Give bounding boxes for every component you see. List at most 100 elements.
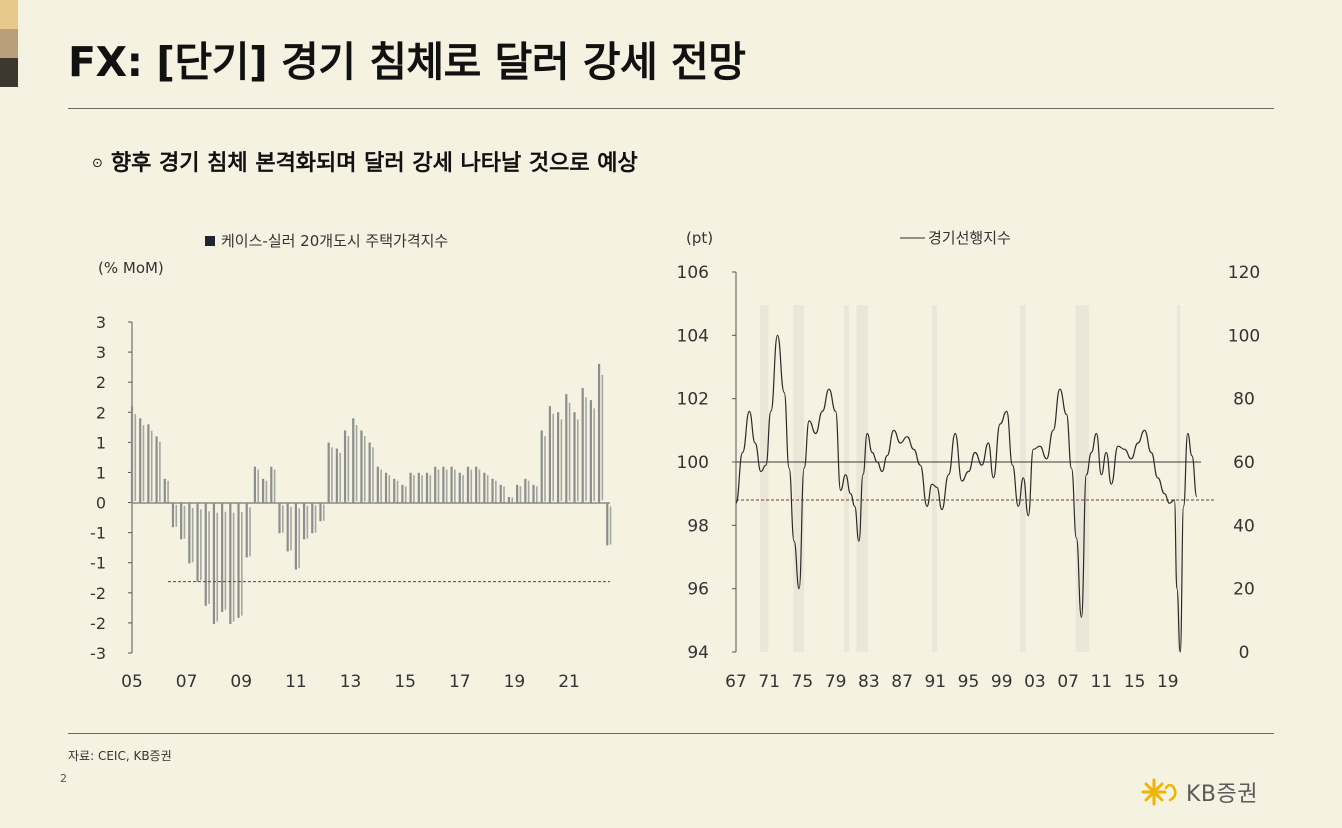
bar [503, 486, 505, 503]
bar [134, 413, 137, 502]
x-tick-label: 21 [558, 672, 580, 692]
x-tick-label: 83 [858, 672, 880, 692]
bar [204, 503, 207, 606]
footer-divider [68, 733, 1274, 734]
bar [421, 475, 423, 503]
bar [253, 466, 257, 503]
bar [180, 503, 183, 540]
bar [130, 406, 134, 503]
bar [495, 480, 497, 503]
bar [229, 503, 232, 624]
bar [352, 418, 355, 503]
bar [147, 424, 150, 503]
bar [491, 478, 494, 503]
recession-band [1176, 305, 1181, 652]
bar [196, 503, 199, 582]
y-tick-label: -2 [90, 584, 106, 603]
bar [139, 418, 142, 503]
bar [486, 475, 489, 503]
recession-band [843, 305, 849, 652]
bar [339, 452, 341, 502]
y-left-tick-label: 100 [677, 453, 709, 473]
y-right-tick-label: 0 [1239, 643, 1250, 663]
bar [347, 436, 350, 502]
bar [589, 400, 592, 503]
bar [155, 436, 158, 503]
bar [396, 480, 399, 503]
y-tick-label: 3 [96, 343, 106, 362]
bar [585, 397, 587, 501]
bar [601, 374, 604, 501]
legend-label: 케이스-실러 20개도시 주택가격지수 [221, 232, 448, 250]
bar [404, 486, 407, 503]
bar [409, 472, 412, 503]
bar [281, 505, 284, 533]
bar [311, 503, 314, 534]
bar [593, 408, 595, 501]
recession-band [760, 305, 769, 652]
y-right-tick-label: 40 [1233, 516, 1255, 536]
y-tick-label: -1 [90, 554, 106, 573]
logo-text: KB증권 [1186, 782, 1258, 807]
bar [548, 406, 552, 503]
bar [241, 512, 243, 616]
bar [516, 484, 519, 503]
bar [540, 430, 543, 503]
bar [581, 388, 584, 503]
bar [273, 469, 276, 503]
accent-swatch-dark [0, 58, 18, 87]
bar [445, 469, 448, 503]
bar [212, 503, 216, 624]
x-tick-label: 15 [394, 672, 416, 692]
bar [434, 466, 437, 503]
source-note: 자료: CEIC, KB증권 [68, 749, 172, 763]
bar [557, 412, 560, 503]
y-right-tick-label: 20 [1233, 580, 1255, 600]
bar [507, 496, 511, 503]
bar [262, 478, 265, 503]
bar [380, 469, 382, 503]
accent-swatch-light [0, 0, 18, 29]
y-tick-label: 0 [96, 494, 106, 513]
bar [232, 512, 235, 622]
y-left-tick-label: 96 [687, 580, 709, 600]
bar [519, 486, 522, 503]
bar [200, 509, 202, 581]
x-tick-label: 09 [230, 672, 252, 692]
x-tick-label: 17 [449, 672, 471, 692]
y-unit-label: (pt) [686, 229, 713, 247]
bar [257, 469, 260, 503]
bar [442, 466, 445, 503]
bar [216, 512, 219, 622]
bar [524, 478, 527, 503]
bar [560, 419, 563, 502]
kb-star-icon [1141, 778, 1177, 806]
bar [606, 503, 609, 546]
x-tick-label: 79 [825, 672, 847, 692]
x-tick-label: 19 [504, 672, 526, 692]
x-tick-label: 07 [176, 672, 198, 692]
bar [163, 478, 166, 503]
x-tick-label: 71 [758, 672, 780, 692]
bar [335, 448, 338, 503]
bar [384, 472, 388, 503]
recession-band [793, 305, 805, 652]
bar [393, 478, 396, 503]
y-left-tick-label: 106 [677, 263, 709, 283]
bar [462, 475, 464, 503]
bar [245, 503, 248, 558]
bar [454, 469, 456, 503]
title-divider [68, 108, 1274, 109]
bar [188, 503, 191, 564]
recession-band [931, 305, 937, 652]
legend-label: 경기선행지수 [928, 229, 1011, 247]
bar [536, 486, 538, 503]
bar [319, 503, 322, 522]
bar [167, 480, 169, 503]
bar [450, 466, 453, 503]
bar [322, 504, 325, 521]
x-tick-label: 91 [924, 672, 946, 692]
bar [429, 475, 432, 503]
y-tick-label: 2 [96, 403, 106, 422]
legend-swatch [205, 236, 215, 246]
